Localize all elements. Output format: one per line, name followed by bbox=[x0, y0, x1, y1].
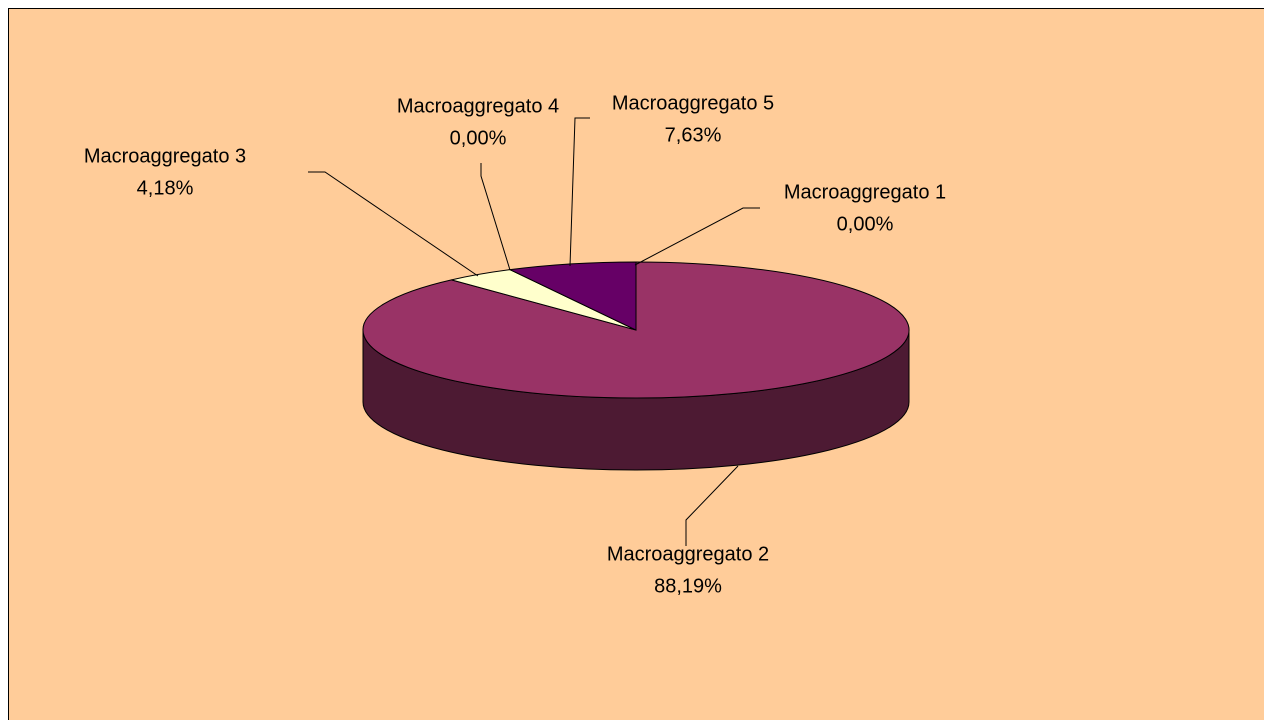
leader-line bbox=[634, 207, 760, 266]
leader-line bbox=[480, 163, 511, 271]
pie-slice bbox=[508, 261, 637, 331]
data-label-value: 0,00% bbox=[450, 127, 507, 149]
data-label-value: 4,18% bbox=[137, 177, 194, 199]
data-label-name: Macroaggregato 5 bbox=[612, 92, 774, 114]
data-label-value: 0,00% bbox=[837, 213, 894, 235]
data-label-value: 88,19% bbox=[654, 575, 722, 597]
leader-line bbox=[685, 465, 739, 546]
data-label-name: Macroaggregato 3 bbox=[84, 145, 246, 167]
data-label-value: 7,63% bbox=[665, 124, 722, 146]
data-label-name: Macroaggregato 1 bbox=[784, 181, 946, 203]
data-label-name: Macroaggregato 4 bbox=[397, 95, 559, 117]
data-label-name: Macroaggregato 2 bbox=[607, 543, 769, 565]
leader-line bbox=[569, 117, 590, 267]
leader-line bbox=[308, 171, 479, 277]
